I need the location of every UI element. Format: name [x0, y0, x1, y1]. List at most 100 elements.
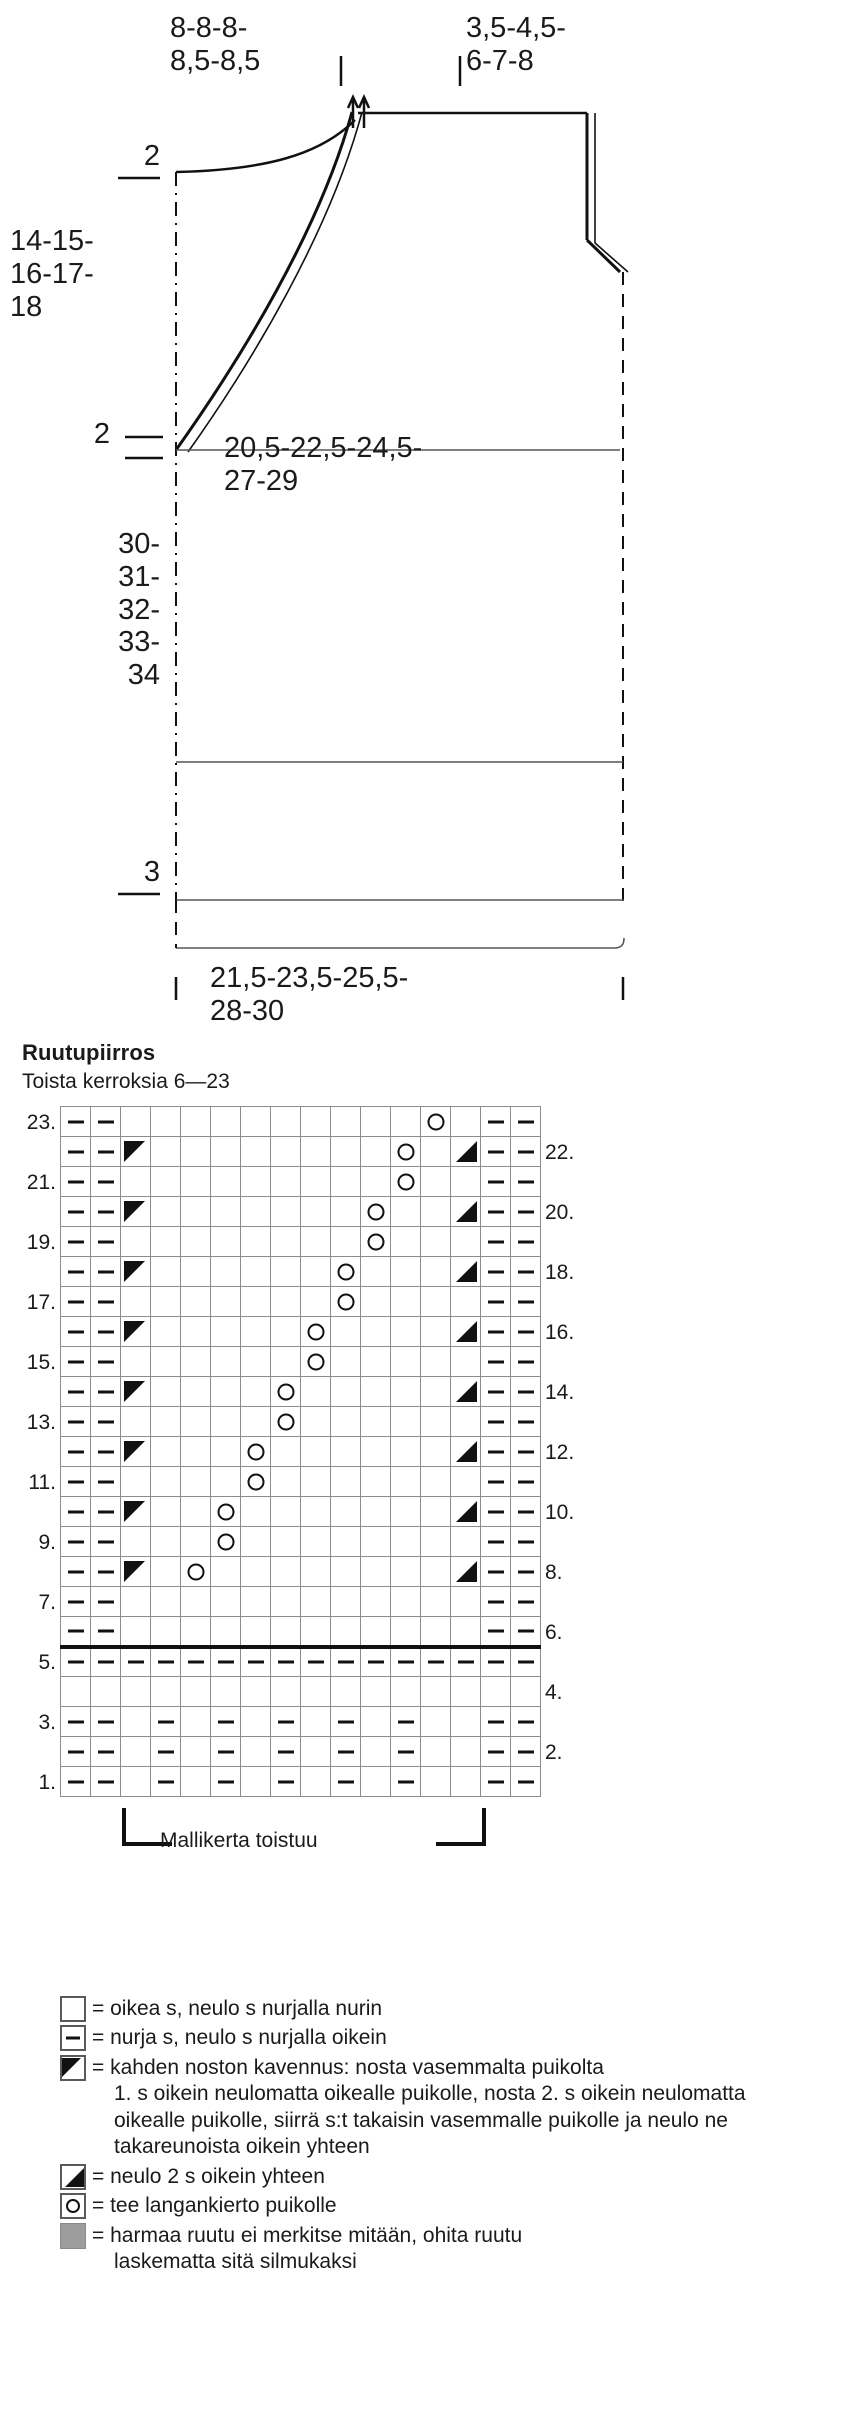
- chart-cell: [300, 1286, 331, 1317]
- yarn-over-icon: [337, 1293, 354, 1310]
- chart-cell: [270, 1136, 301, 1167]
- purl-stitch-icon: [487, 1330, 504, 1333]
- chart-cell: [240, 1106, 271, 1137]
- chart-cell: [510, 1316, 541, 1347]
- yarn-over-icon: [277, 1383, 294, 1400]
- chart-cell: [390, 1736, 421, 1767]
- purl-stitch-icon: [97, 1210, 114, 1213]
- purl-stitch-icon: [427, 1660, 444, 1664]
- chart-cell: [480, 1466, 511, 1497]
- chart-cell: [180, 1586, 211, 1617]
- chart-cell: [240, 1226, 271, 1257]
- purl-stitch-icon: [517, 1600, 534, 1603]
- chart-cell: [360, 1556, 391, 1587]
- chart-cell: [300, 1196, 331, 1227]
- chart-cell: [360, 1196, 391, 1227]
- chart-cell: [390, 1106, 421, 1137]
- chart-cell: [510, 1166, 541, 1197]
- chart-cell: [60, 1706, 91, 1737]
- chart-cell: [150, 1586, 181, 1617]
- chart-cell: [360, 1466, 391, 1497]
- chart-cell: [480, 1286, 511, 1317]
- chart-cell: [390, 1346, 421, 1377]
- purl-stitch-icon: [517, 1240, 534, 1243]
- chart-cell: [510, 1586, 541, 1617]
- chart-cell: [420, 1706, 451, 1737]
- purl-stitch-icon: [217, 1780, 234, 1783]
- ssk-decrease-icon: [124, 1561, 145, 1582]
- chart-cell: [210, 1256, 241, 1287]
- purl-dash-icon: [66, 2036, 80, 2040]
- chart-cell: [150, 1556, 181, 1587]
- purl-stitch-icon: [277, 1660, 294, 1664]
- chart-cell: [390, 1406, 421, 1437]
- chart-cell: [510, 1286, 541, 1317]
- purl-stitch-icon: [97, 1540, 114, 1543]
- purl-stitch-icon: [487, 1180, 504, 1183]
- legend-text: = oikea s, neulo s nurjalla nurin: [92, 1997, 383, 2020]
- chart-cell: [90, 1166, 121, 1197]
- purl-stitch-icon: [97, 1780, 114, 1783]
- chart-cell: [360, 1136, 391, 1167]
- chart-cell: [60, 1346, 91, 1377]
- raglan-line-inner: [187, 111, 363, 453]
- chart-cell: [360, 1106, 391, 1137]
- chart-row: [60, 1286, 541, 1317]
- chart-cell: [420, 1316, 451, 1347]
- k2tog-decrease-icon: [456, 1501, 477, 1522]
- chart-cell: [450, 1316, 481, 1347]
- chart-cell: [90, 1766, 121, 1797]
- chart-cell: [120, 1526, 151, 1557]
- chart-cell: [270, 1376, 301, 1407]
- chart-cell: [450, 1616, 481, 1647]
- legend-symbol: [60, 2163, 86, 2190]
- chart-cell: [420, 1106, 451, 1137]
- chart-cell: [90, 1526, 121, 1557]
- row-number-right: 6.: [545, 1621, 563, 1644]
- chart-cell: [330, 1346, 361, 1377]
- row-number-right: 20.: [545, 1201, 575, 1224]
- chart-row: [60, 1586, 541, 1617]
- chart-cell: [360, 1316, 391, 1347]
- chart-cell: [90, 1466, 121, 1497]
- chart-cell: [330, 1526, 361, 1557]
- purl-stitch-icon: [277, 1720, 294, 1723]
- underarm-angle-outer: [585, 238, 622, 274]
- chart-cell: [120, 1196, 151, 1227]
- chart-cell: [390, 1676, 421, 1707]
- chart-cell: [150, 1436, 181, 1467]
- purl-stitch-icon: [97, 1420, 114, 1423]
- chart-cell: [150, 1106, 181, 1137]
- chart-cell: [60, 1466, 91, 1497]
- legend-text: = nurja s, neulo s nurjalla oikein: [92, 2026, 387, 2050]
- chart-cell: [120, 1286, 151, 1317]
- chart-cell: [420, 1616, 451, 1647]
- chart-cell: [420, 1736, 451, 1767]
- purl-stitch-icon: [517, 1150, 534, 1153]
- chart-cell: [120, 1644, 151, 1677]
- chart-cell: [330, 1436, 361, 1467]
- chart-cell: [180, 1346, 211, 1377]
- purl-stitch-icon: [67, 1629, 84, 1633]
- purl-stitch-icon: [517, 1270, 534, 1273]
- chart-cell: [180, 1736, 211, 1767]
- chart-cell: [300, 1376, 331, 1407]
- ssk-decrease-icon: [124, 1381, 145, 1402]
- chart-cell: [180, 1166, 211, 1197]
- purl-stitch-icon: [487, 1510, 504, 1513]
- purl-stitch-icon: [97, 1720, 114, 1723]
- chart-cell: [90, 1136, 121, 1167]
- purl-stitch-icon: [397, 1720, 414, 1723]
- chart-cell: [150, 1346, 181, 1377]
- purl-stitch-icon: [487, 1150, 504, 1153]
- chart-cell: [90, 1676, 121, 1707]
- purl-stitch-icon: [67, 1450, 84, 1453]
- chart-row: [60, 1256, 541, 1287]
- purl-stitch-icon: [67, 1510, 84, 1513]
- chart-cell: [360, 1616, 391, 1647]
- purl-stitch-icon: [157, 1780, 174, 1783]
- purl-stitch-icon: [517, 1450, 534, 1453]
- chart-cell: [150, 1256, 181, 1287]
- purl-stitch-icon: [97, 1240, 114, 1243]
- chart-cell: [180, 1376, 211, 1407]
